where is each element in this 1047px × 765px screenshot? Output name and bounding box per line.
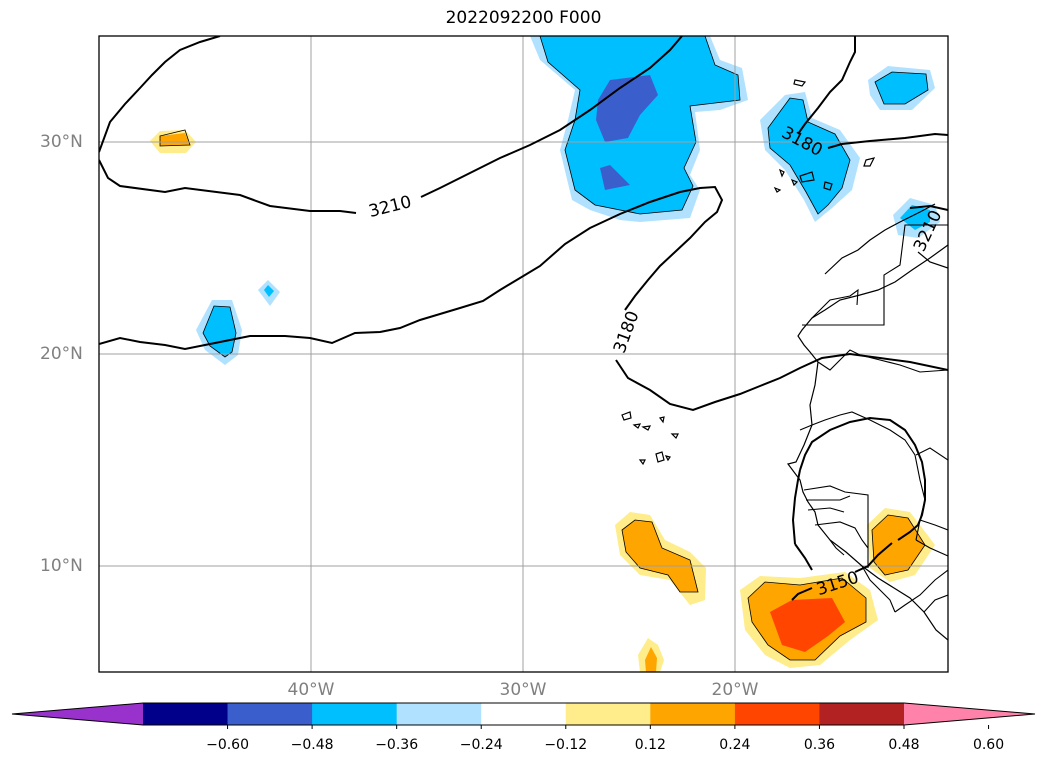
colorbar-tick-label: −0.60	[206, 737, 249, 753]
lat-label: 20°N	[40, 344, 83, 364]
map-gridlines	[99, 36, 948, 672]
lon-label: 40°W	[287, 680, 335, 700]
anomaly-contour-lines	[159, 36, 929, 661]
colorbar-tick-label: 0.60	[972, 737, 1005, 753]
colorbar-segment	[565, 703, 651, 725]
colorbar-tick-label: 0.36	[803, 737, 836, 753]
colorbar-tick-label: −0.48	[290, 737, 334, 753]
map-frame	[98, 35, 949, 673]
coastlines	[621, 79, 948, 641]
colorbar-tick-label: −0.12	[544, 737, 588, 753]
lon-label: 20°W	[711, 680, 759, 700]
colorbar-segment	[819, 703, 905, 725]
colorbar-tick-label: 0.48	[888, 737, 920, 753]
negative-anomaly-shading	[196, 36, 940, 365]
colorbar-tick-label: −0.36	[375, 737, 419, 753]
map-panel: 3210 3180 3180 3150 3210	[98, 35, 949, 673]
lon-label: 30°W	[499, 680, 547, 700]
colorbar-segment	[481, 703, 567, 725]
colorbar-extend-low	[12, 703, 143, 725]
colorbar-segment	[227, 703, 313, 725]
lat-label: 10°N	[40, 556, 83, 576]
colorbar-segment	[143, 703, 229, 725]
colorbar-segment	[312, 703, 398, 725]
colorbar-tick-label: 0.12	[634, 737, 666, 753]
colorbar-segment	[396, 703, 482, 725]
colorbar-extend-high	[904, 703, 1035, 725]
colorbar-outline	[11, 702, 1036, 726]
height-contours	[99, 36, 948, 601]
colorbar-tick-label: 0.24	[719, 737, 751, 753]
colorbar-segment	[734, 703, 820, 725]
map-title: 2022092200 F000	[445, 8, 602, 28]
lat-label: 30°N	[40, 132, 83, 152]
colorbar-tick-label: −0.24	[459, 737, 503, 753]
colorbar-segment	[650, 703, 736, 725]
